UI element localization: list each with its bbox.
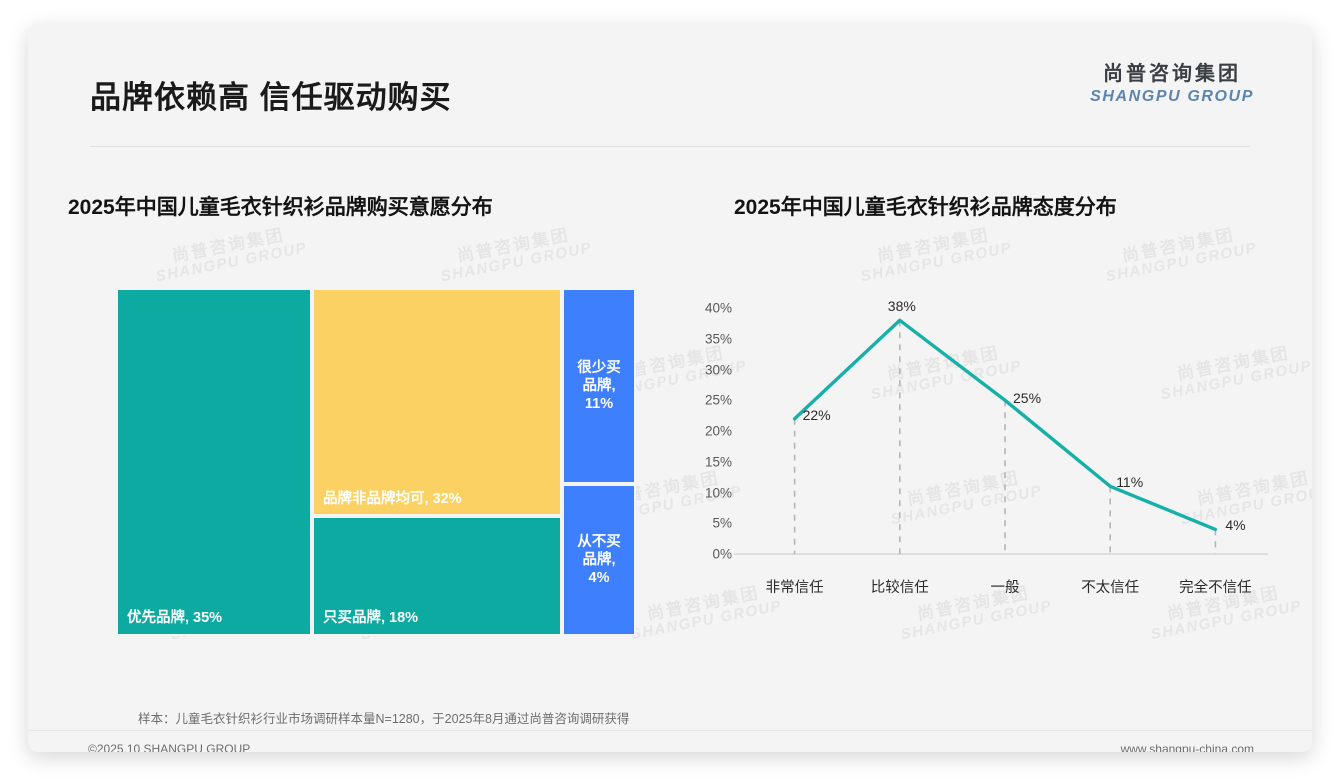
y-axis-tick-label: 0% — [712, 546, 732, 562]
y-axis-tick-label: 5% — [712, 515, 732, 531]
treemap-tile-label: 只买品牌, 18% — [323, 609, 419, 626]
treemap-tile-label-line: 11% — [584, 396, 614, 413]
watermark-english: SHANGPU GROUP — [439, 239, 594, 286]
y-axis-tick-label: 20% — [704, 423, 732, 439]
treemap-tile[interactable]: 很少买 品牌, 11% — [562, 288, 636, 484]
sample-footnote: 样本：儿童毛衣针织衫行业市场调研样本量N=1280，于2025年8月通过尚普咨询… — [138, 712, 630, 726]
treemap-tile[interactable]: 品牌非品牌均可, 32% — [312, 288, 562, 516]
line-series-path — [792, 318, 1218, 532]
slide-card: 品牌依赖高 信任驱动购买 尚普咨询集团 SHANGPU GROUP 2025年中… — [28, 24, 1312, 752]
footer-website[interactable]: www.shangpu-china.com — [1120, 742, 1254, 752]
watermark-english: SHANGPU GROUP — [1104, 239, 1259, 286]
y-axis-tick-label: 15% — [704, 454, 732, 470]
page-title: 品牌依赖高 信任驱动购买 — [90, 80, 452, 115]
x-axis-category-label: 比较信任 — [870, 580, 929, 596]
watermark-chinese: 尚普咨询集团 — [1120, 225, 1237, 266]
treemap-tile-label-line: 从不买 — [577, 533, 621, 550]
line-chart: 40% 35% 30% 25% 20% 15% 10% 5% 0% 22% 38% 25% 11% 4% 非… — [676, 286, 1286, 616]
watermark-english: SHANGPU GROUP — [859, 239, 1014, 286]
data-point-label: 11% — [1116, 474, 1144, 491]
treemap-tile[interactable]: 只买品牌, 18% — [312, 516, 562, 636]
watermark-chinese: 尚普咨询集团 — [455, 225, 572, 266]
logo-chinese-text: 尚普咨询集团 — [1103, 63, 1242, 85]
treemap-tile-label-line: 很少买 — [577, 359, 621, 376]
watermark-chinese: 尚普咨询集团 — [170, 225, 287, 266]
data-point-label: 25% — [1013, 390, 1042, 407]
treemap-tile[interactable]: 优先品牌, 35% — [116, 288, 312, 636]
treemap-tile-label: 品牌非品牌均可, 32% — [323, 490, 462, 507]
y-axis-tick-label: 10% — [704, 485, 732, 500]
header-divider — [90, 146, 1250, 147]
line-chart-plot — [734, 318, 1268, 555]
y-axis-tick-label: 30% — [704, 362, 732, 377]
treemap-tile-label: 很少买 品牌, 11% — [564, 359, 634, 413]
treemap-tile-label-line: 4% — [588, 570, 610, 587]
footer-divider — [28, 730, 1312, 731]
line-chart-title: 2025年中国儿童毛衣针织衫品牌态度分布 — [734, 196, 1117, 219]
watermark-english: SHANGPU GROUP — [154, 239, 309, 286]
treemap-chart: 优先品牌, 35% 品牌非品牌均可, 32% 只买品牌, 18% 很少买 品牌, 11% 从… — [116, 288, 636, 636]
watermark-chinese: 尚普咨询集团 — [875, 225, 992, 266]
treemap-tile-label: 从不买 品牌, 4% — [564, 533, 634, 587]
treemap-chart-title: 2025年中国儿童毛衣针织衫品牌购买意愿分布 — [68, 196, 493, 219]
y-axis-tick-label: 35% — [704, 331, 732, 347]
treemap-tile-label-line: 品牌, — [582, 377, 616, 394]
brand-logo: 尚普咨询集团 SHANGPU GROUP — [1090, 64, 1254, 105]
treemap-tile[interactable]: 从不买 品牌, 4% — [562, 484, 636, 636]
y-axis-tick-label: 25% — [704, 392, 732, 408]
footer-copyright: ©2025.10 SHANGPU GROUP — [88, 742, 251, 752]
data-point-label: 4% — [1225, 517, 1246, 534]
x-axis-category-label: 一般 — [990, 580, 1020, 596]
x-axis-category-label: 不太信任 — [1081, 580, 1140, 596]
slide-header: 品牌依赖高 信任驱动购买 尚普咨询集团 SHANGPU GROUP — [28, 24, 1312, 147]
data-point-label: 38% — [887, 298, 916, 315]
treemap-tile-label: 优先品牌, 35% — [127, 609, 223, 626]
data-point-label: 22% — [802, 406, 831, 423]
x-axis-category-label: 完全不信任 — [1179, 580, 1252, 596]
x-axis-category-label: 非常信任 — [765, 580, 824, 596]
treemap-tile-label-line: 品牌, — [582, 551, 616, 568]
y-axis-tick-label: 40% — [704, 300, 732, 316]
logo-english-text: SHANGPU GROUP — [1090, 88, 1254, 105]
